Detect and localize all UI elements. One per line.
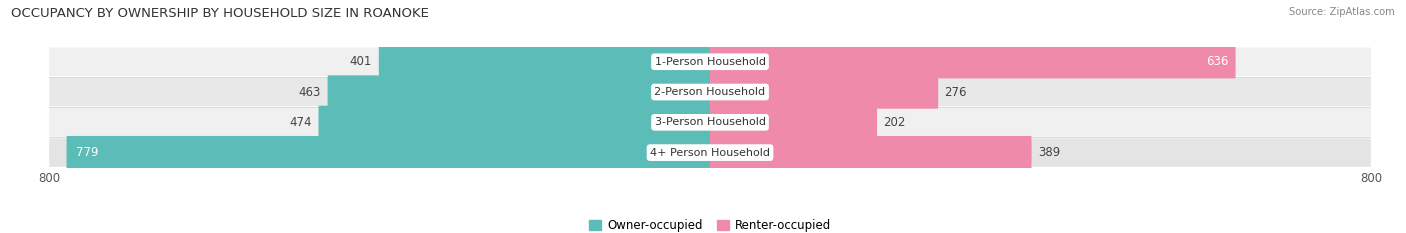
FancyBboxPatch shape <box>710 75 938 109</box>
Text: Source: ZipAtlas.com: Source: ZipAtlas.com <box>1289 7 1395 17</box>
Text: 463: 463 <box>298 86 321 99</box>
FancyBboxPatch shape <box>378 45 710 78</box>
FancyBboxPatch shape <box>328 75 710 109</box>
Text: 3-Person Household: 3-Person Household <box>655 117 765 127</box>
FancyBboxPatch shape <box>49 48 1371 76</box>
Text: 202: 202 <box>883 116 905 129</box>
FancyBboxPatch shape <box>49 78 1371 106</box>
FancyBboxPatch shape <box>710 45 1236 78</box>
FancyBboxPatch shape <box>710 106 877 139</box>
Text: 2-Person Household: 2-Person Household <box>654 87 766 97</box>
Text: OCCUPANCY BY OWNERSHIP BY HOUSEHOLD SIZE IN ROANOKE: OCCUPANCY BY OWNERSHIP BY HOUSEHOLD SIZE… <box>11 7 429 20</box>
Text: 401: 401 <box>350 55 373 68</box>
FancyBboxPatch shape <box>49 138 1371 167</box>
FancyBboxPatch shape <box>66 136 710 169</box>
Text: 779: 779 <box>76 146 98 159</box>
Legend: Owner-occupied, Renter-occupied: Owner-occupied, Renter-occupied <box>589 219 831 232</box>
Text: 1-Person Household: 1-Person Household <box>655 57 765 67</box>
Text: 4+ Person Household: 4+ Person Household <box>650 148 770 158</box>
Text: 636: 636 <box>1206 55 1229 68</box>
Text: 474: 474 <box>290 116 312 129</box>
FancyBboxPatch shape <box>49 108 1371 137</box>
Text: 389: 389 <box>1038 146 1060 159</box>
FancyBboxPatch shape <box>319 106 710 139</box>
FancyBboxPatch shape <box>710 136 1032 169</box>
Text: 276: 276 <box>945 86 967 99</box>
